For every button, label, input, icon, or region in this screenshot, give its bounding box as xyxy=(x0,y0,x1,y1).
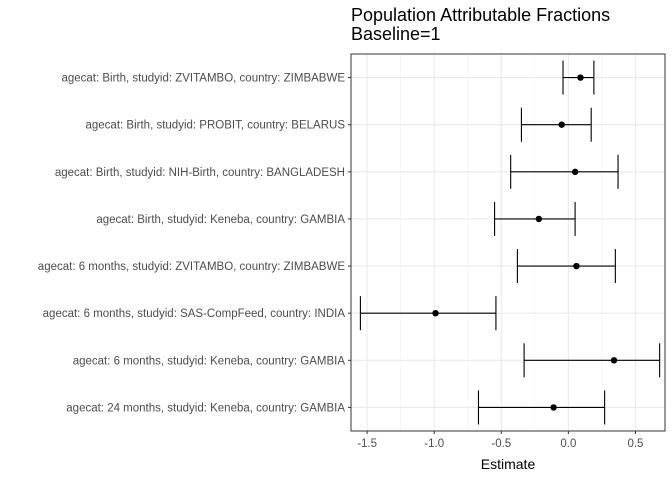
x-tick-label: -1.0 xyxy=(424,438,444,450)
y-tick-label: agecat: Birth, studyid: NIH-Birth, count… xyxy=(55,167,345,179)
y-tick-label: agecat: Birth, studyid: PROBIT, country:… xyxy=(86,120,346,132)
estimate-point xyxy=(571,168,579,176)
minor-gridlines xyxy=(400,54,603,431)
estimate-point xyxy=(558,121,565,128)
x-axis-label: Estimate xyxy=(481,456,536,472)
chart-subtitle: Baseline=1 xyxy=(351,24,441,44)
major-gridlines xyxy=(351,54,665,431)
estimate-point xyxy=(535,215,543,223)
x-tick-label: 0.5 xyxy=(627,438,643,450)
estimate-point xyxy=(573,262,580,270)
chart-title: Population Attributable Fractions xyxy=(351,5,610,25)
y-tick-label: agecat: 24 months, studyid: Keneba, coun… xyxy=(66,402,345,414)
panel-border xyxy=(350,53,666,432)
x-axis: -1.5 -1.0 -0.5 0.0 0.5 xyxy=(357,431,643,450)
estimate-point xyxy=(550,404,557,411)
estimate-point xyxy=(610,357,618,364)
x-tick-label: 0.0 xyxy=(560,438,576,450)
x-tick-label: -1.5 xyxy=(357,438,377,450)
y-tick-label: agecat: 6 months, studyid: ZVITAMBO, cou… xyxy=(38,261,346,273)
y-tick-label: agecat: 6 months, studyid: Keneba, count… xyxy=(73,355,346,367)
y-tick-label: agecat: Birth, studyid: ZVITAMBO, countr… xyxy=(61,73,345,85)
estimate-point xyxy=(577,74,584,81)
y-tick-label: agecat: Birth, studyid: Keneba, country:… xyxy=(96,214,345,226)
estimate-point xyxy=(432,309,439,317)
y-axis: agecat: Birth, studyid: ZVITAMBO, countr… xyxy=(38,73,351,414)
x-tick-label: -0.5 xyxy=(491,438,511,450)
estimate-marks xyxy=(359,60,661,425)
y-tick-label: agecat: 6 months, studyid: SAS-CompFeed,… xyxy=(43,308,346,320)
